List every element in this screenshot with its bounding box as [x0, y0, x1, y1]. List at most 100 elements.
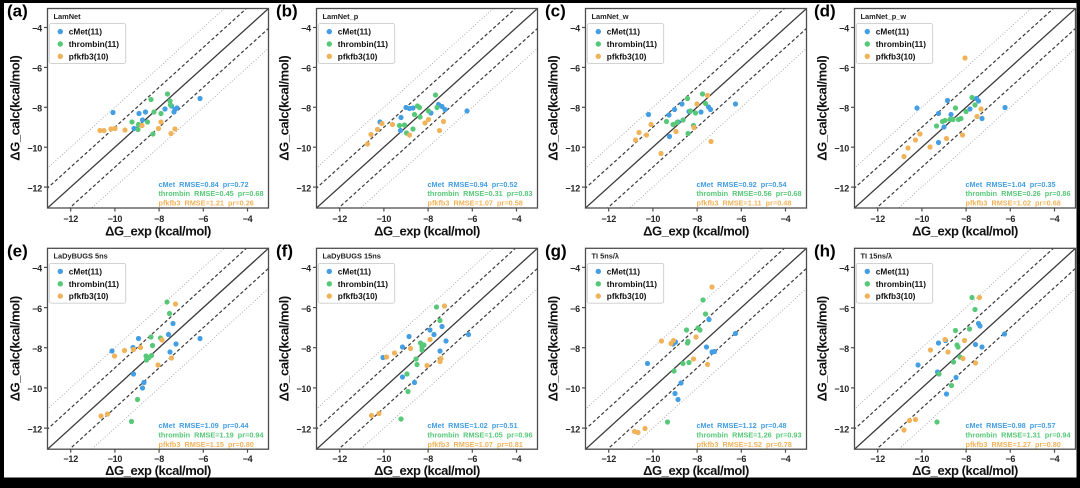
svg-text:pfkfb3 RMSE=1.52 pr=0.78: pfkfb3 RMSE=1.52 pr=0.78	[697, 440, 792, 449]
svg-text:−12: −12	[601, 454, 616, 464]
svg-text:pfkfb3(10): pfkfb3(10)	[338, 291, 378, 301]
svg-text:thrombin(11): thrombin(11)	[338, 39, 388, 49]
svg-text:ΔG_exp (kcal/mol): ΔG_exp (kcal/mol)	[643, 223, 749, 238]
svg-text:−6: −6	[570, 304, 580, 314]
svg-text:pfkfb3(10): pfkfb3(10)	[69, 51, 109, 61]
svg-text:cMet RMSE=1.04 pr=0.35: cMet RMSE=1.04 pr=0.35	[966, 180, 1056, 189]
svg-text:cMet(11): cMet(11)	[607, 266, 640, 276]
svg-text:ΔG_calc(kcal/mol): ΔG_calc(kcal/mol)	[276, 56, 291, 161]
svg-text:−6: −6	[301, 64, 311, 74]
svg-text:−4: −4	[570, 264, 580, 274]
svg-text:cMet(11): cMet(11)	[607, 27, 640, 37]
svg-text:−10: −10	[377, 214, 392, 224]
svg-text:−6: −6	[467, 454, 477, 464]
svg-text:−8: −8	[570, 344, 580, 354]
svg-text:−10: −10	[834, 143, 849, 153]
svg-text:ΔG_exp (kcal/mol): ΔG_exp (kcal/mol)	[912, 463, 1018, 478]
svg-text:thrombin(11): thrombin(11)	[69, 279, 119, 289]
svg-text:pfkfb3 RMSE=1.15 pr=0.80: pfkfb3 RMSE=1.15 pr=0.80	[159, 440, 254, 449]
svg-text:cMet(11): cMet(11)	[876, 27, 909, 37]
svg-text:−12: −12	[332, 454, 347, 464]
svg-text:ΔG_calc(kcal/mol): ΔG_calc(kcal/mol)	[814, 296, 829, 401]
svg-text:ΔG_calc(kcal/mol): ΔG_calc(kcal/mol)	[814, 56, 829, 161]
svg-text:pfkfb3(10): pfkfb3(10)	[69, 291, 109, 301]
svg-text:−8: −8	[423, 214, 433, 224]
svg-text:(b): (b)	[276, 2, 298, 21]
svg-text:−8: −8	[570, 104, 580, 114]
svg-text:−4: −4	[32, 264, 42, 274]
svg-text:cMet RMSE=0.98 pr=0.57: cMet RMSE=0.98 pr=0.57	[966, 421, 1056, 430]
svg-text:(h): (h)	[814, 241, 836, 260]
svg-text:−12: −12	[870, 214, 885, 224]
svg-text:−8: −8	[154, 214, 164, 224]
svg-text:cMet(11): cMet(11)	[338, 27, 371, 37]
svg-text:−6: −6	[301, 304, 311, 314]
svg-text:−12: −12	[601, 214, 616, 224]
svg-text:thrombin(11): thrombin(11)	[69, 39, 119, 49]
svg-text:−10: −10	[565, 143, 580, 153]
svg-text:cMet RMSE=0.94 pr=0.52: cMet RMSE=0.94 pr=0.52	[428, 180, 518, 189]
svg-text:−8: −8	[301, 104, 311, 114]
svg-text:thrombin RMSE=0.56 pr=0.68: thrombin RMSE=0.56 pr=0.68	[697, 189, 802, 198]
svg-text:ΔG_exp (kcal/mol): ΔG_exp (kcal/mol)	[912, 223, 1018, 238]
svg-text:pfkfb3(10): pfkfb3(10)	[338, 51, 378, 61]
svg-text:cMet(11): cMet(11)	[338, 266, 371, 276]
svg-text:thrombin RMSE=1.19 pr=0.94: thrombin RMSE=1.19 pr=0.94	[159, 430, 265, 439]
svg-text:ΔG_exp (kcal/mol): ΔG_exp (kcal/mol)	[105, 463, 211, 478]
svg-text:cMet RMSE=0.84 pr=0.72: cMet RMSE=0.84 pr=0.72	[159, 180, 249, 189]
svg-text:LaDyBUGS 5ns: LaDyBUGS 5ns	[54, 252, 108, 261]
svg-text:−6: −6	[467, 214, 477, 224]
svg-text:(g): (g)	[545, 241, 567, 260]
svg-text:−4: −4	[301, 24, 311, 34]
svg-text:−12: −12	[332, 214, 347, 224]
svg-text:LamNet: LamNet	[54, 12, 82, 21]
svg-text:pfkfb3 RMSE=1.27 pr=0.80: pfkfb3 RMSE=1.27 pr=0.80	[966, 440, 1061, 449]
svg-text:−4: −4	[839, 264, 849, 274]
svg-text:−10: −10	[646, 214, 661, 224]
svg-text:−6: −6	[839, 64, 849, 74]
svg-text:−10: −10	[27, 384, 42, 394]
svg-text:ΔG_calc(kcal/mol): ΔG_calc(kcal/mol)	[276, 296, 291, 401]
svg-text:−4: −4	[781, 214, 791, 224]
svg-text:−12: −12	[565, 183, 580, 193]
svg-text:−10: −10	[646, 454, 661, 464]
svg-text:thrombin(11): thrombin(11)	[876, 39, 926, 49]
svg-text:−12: −12	[63, 454, 78, 464]
svg-text:−4: −4	[32, 24, 42, 34]
svg-text:ΔG_exp (kcal/mol): ΔG_exp (kcal/mol)	[374, 463, 480, 478]
svg-text:(e): (e)	[7, 241, 28, 260]
svg-text:−8: −8	[423, 454, 433, 464]
svg-text:−6: −6	[839, 304, 849, 314]
svg-text:LaDyBUGS 15ns: LaDyBUGS 15ns	[323, 252, 381, 261]
svg-text:pfkfb3(10): pfkfb3(10)	[876, 291, 916, 301]
svg-text:−4: −4	[512, 454, 522, 464]
svg-text:cMet RMSE=1.09 pr=0.44: cMet RMSE=1.09 pr=0.44	[159, 421, 250, 430]
svg-text:−4: −4	[1050, 454, 1060, 464]
svg-text:−8: −8	[839, 104, 849, 114]
svg-text:−12: −12	[27, 424, 42, 434]
svg-text:pfkfb3 RMSE=1.07 pr=0.58: pfkfb3 RMSE=1.07 pr=0.58	[428, 199, 523, 208]
svg-text:(f): (f)	[276, 241, 293, 260]
svg-text:−4: −4	[301, 264, 311, 274]
svg-text:−6: −6	[32, 304, 42, 314]
svg-text:thrombin RMSE=1.31 pr=0.94: thrombin RMSE=1.31 pr=0.94	[966, 430, 1072, 439]
svg-text:thrombin RMSE=0.45 pr=0.68: thrombin RMSE=0.45 pr=0.68	[159, 189, 264, 198]
svg-text:(a): (a)	[7, 2, 28, 21]
svg-text:thrombin(11): thrombin(11)	[338, 279, 388, 289]
svg-text:−10: −10	[915, 214, 930, 224]
svg-text:−6: −6	[198, 214, 208, 224]
svg-text:−6: −6	[1005, 214, 1015, 224]
svg-text:LamNet_p_w: LamNet_p_w	[861, 12, 907, 21]
svg-text:(c): (c)	[545, 2, 566, 21]
svg-text:−4: −4	[570, 24, 580, 34]
svg-text:−12: −12	[296, 183, 311, 193]
svg-text:ΔG_exp (kcal/mol): ΔG_exp (kcal/mol)	[374, 223, 480, 238]
svg-text:(d): (d)	[814, 2, 836, 21]
svg-text:−8: −8	[301, 344, 311, 354]
svg-text:ΔG_calc(kcal/mol): ΔG_calc(kcal/mol)	[7, 296, 22, 401]
svg-text:−10: −10	[377, 454, 392, 464]
svg-text:thrombin RMSE=1.05 pr=0.96: thrombin RMSE=1.05 pr=0.96	[428, 430, 533, 439]
svg-text:−8: −8	[692, 214, 702, 224]
svg-text:−10: −10	[27, 143, 42, 153]
svg-text:−8: −8	[692, 454, 702, 464]
